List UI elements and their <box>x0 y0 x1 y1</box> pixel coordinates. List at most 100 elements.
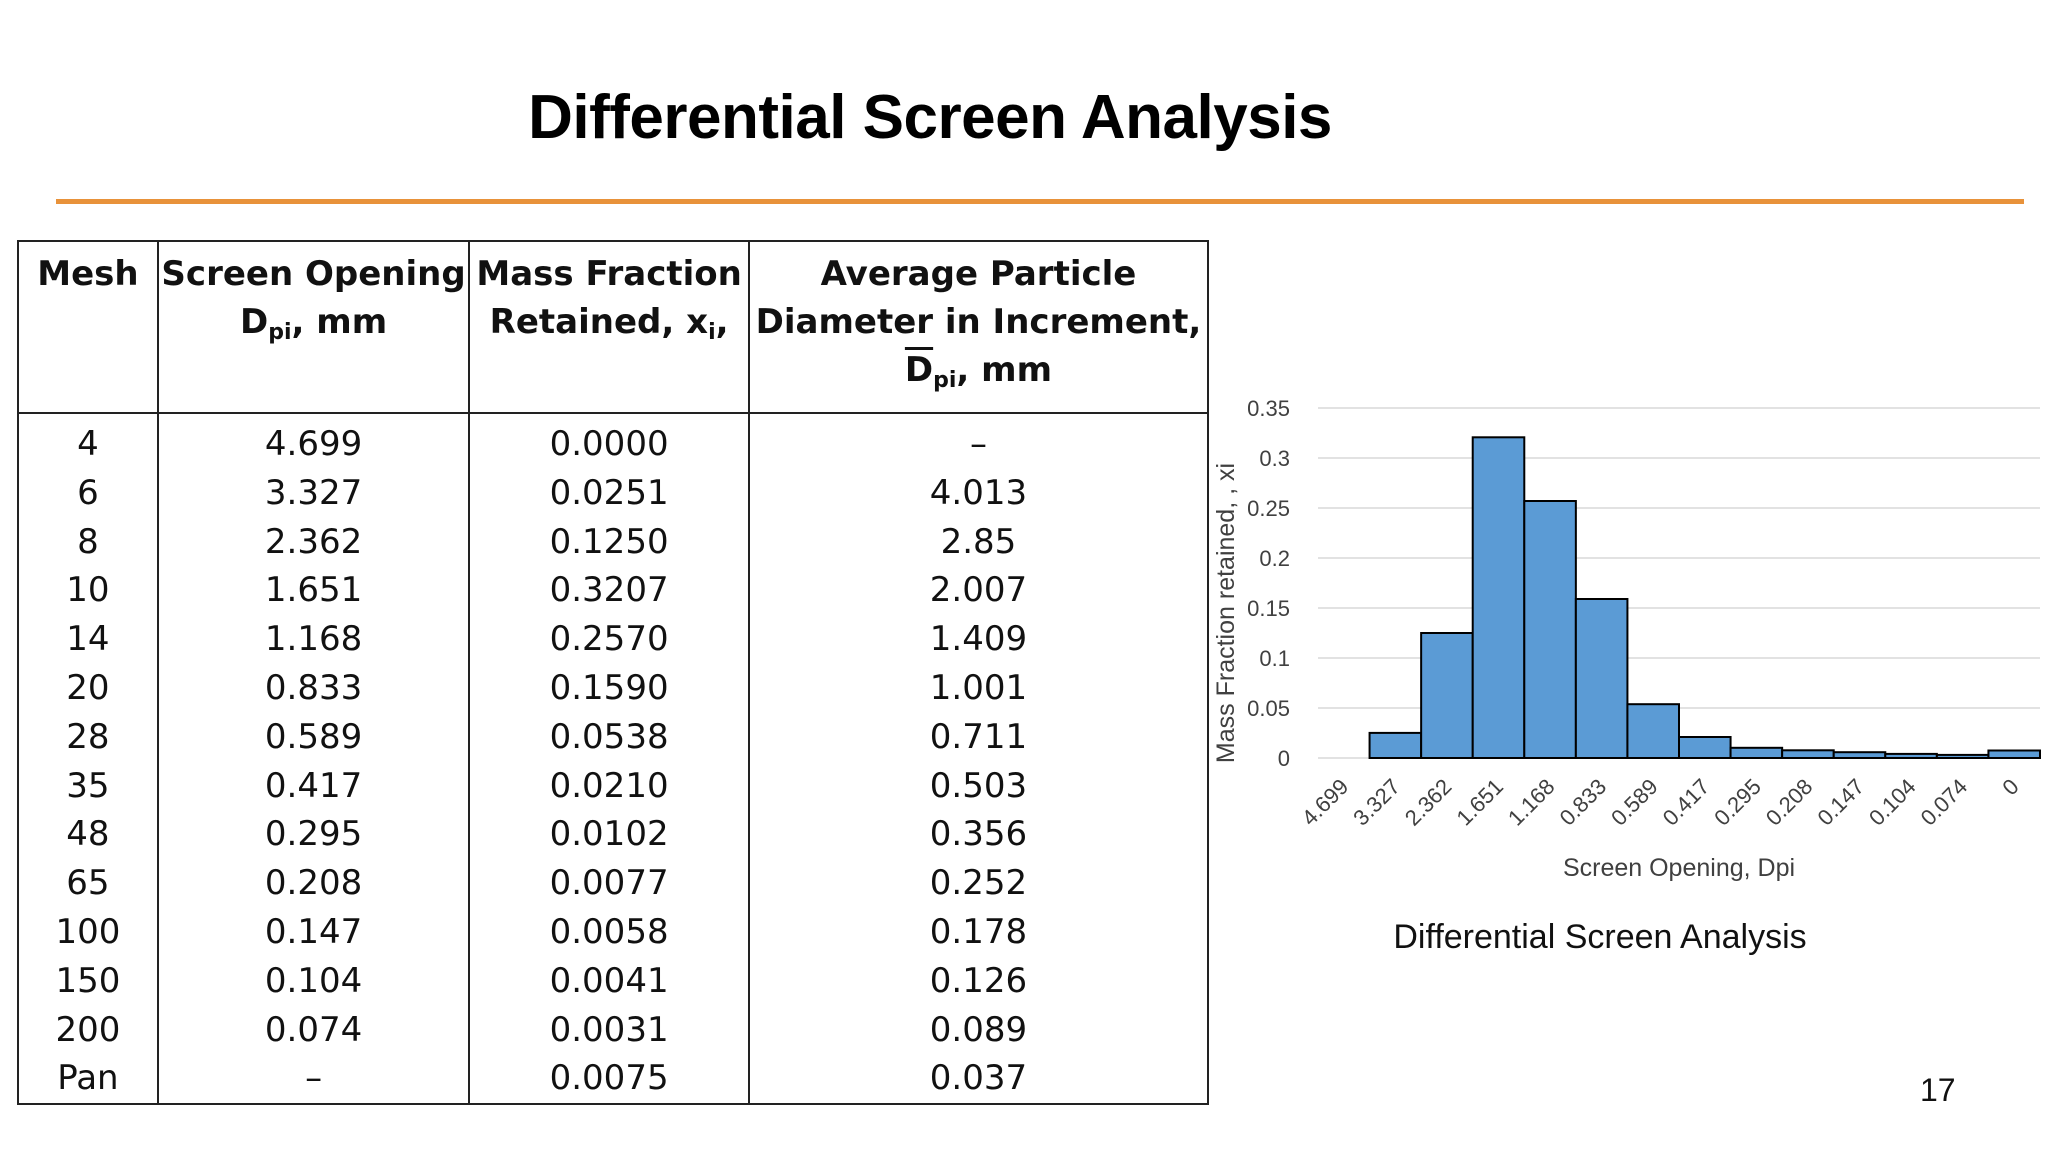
cell-fraction: 0.0210 <box>468 761 750 811</box>
cell-mesh: 48 <box>17 810 159 860</box>
cell-mesh: 65 <box>17 859 159 908</box>
cell-mesh: 28 <box>17 712 159 762</box>
cell-mesh: 8 <box>17 517 159 567</box>
table-row: 14 1.168 0.2570 1.409 <box>17 615 1210 664</box>
header-avg-symbol: D <box>904 350 934 390</box>
cell-opening: 1.651 <box>156 566 471 616</box>
cell-mesh: Pan <box>17 1054 159 1106</box>
histogram-bar <box>1935 753 1990 759</box>
x-tick-label: 0 <box>1997 774 2023 800</box>
cell-opening: 0.074 <box>156 1005 471 1055</box>
cell-opening: 0.833 <box>156 663 471 713</box>
table-row: 65 0.208 0.0077 0.252 <box>17 859 1210 908</box>
cell-opening: 0.589 <box>156 712 471 762</box>
table-row: 20 0.833 0.1590 1.001 <box>17 663 1210 713</box>
cell-fraction: 0.1590 <box>468 663 750 713</box>
histogram-bar <box>1678 736 1732 759</box>
cell-avg: 1.409 <box>747 615 1210 664</box>
histogram-bar <box>1523 500 1577 759</box>
header-fraction-tail: , <box>715 302 729 342</box>
page-number: 17 <box>1920 1072 1956 1108</box>
cell-fraction: 0.0077 <box>468 859 750 908</box>
cell-fraction: 0.0075 <box>468 1054 750 1106</box>
x-tick-label: 1.168 <box>1503 774 1560 831</box>
x-tick-label: 2.362 <box>1400 774 1457 831</box>
y-axis-label: Mass Fraction retained, , xi <box>1212 463 1240 763</box>
header-mesh: Mesh <box>17 240 159 414</box>
cell-opening: 0.147 <box>156 907 471 957</box>
cell-opening: 4.699 <box>156 413 471 469</box>
y-tick-label: 0.15 <box>1247 596 1290 621</box>
cell-avg: 2.007 <box>747 566 1210 616</box>
cell-avg: 2.85 <box>747 517 1210 567</box>
screen-analysis-table: Mesh Screen Opening Dpi, mm Mass Fractio… <box>17 240 1210 1106</box>
chart-caption: Differential Screen Analysis <box>1393 918 1807 956</box>
x-tick-label: 4.699 <box>1297 774 1354 831</box>
cell-opening: 0.417 <box>156 761 471 811</box>
x-tick-label: 0.104 <box>1864 774 1921 831</box>
header-fraction-line1: Mass Fraction <box>476 254 742 294</box>
cell-avg: 0.711 <box>747 712 1210 762</box>
table-row: 4 4.699 0.0000– <box>17 413 1210 469</box>
cell-avg: 4.013 <box>747 468 1210 518</box>
cell-opening: 1.168 <box>156 615 471 664</box>
cell-mesh: 10 <box>17 566 159 616</box>
y-tick-label: 0.1 <box>1259 646 1290 671</box>
cell-fraction: 0.3207 <box>468 566 750 616</box>
histogram-bar <box>1471 436 1526 760</box>
cell-mesh: 20 <box>17 663 159 713</box>
cell-mesh: 150 <box>17 956 159 1006</box>
cell-avg: 0.089 <box>747 1005 1210 1055</box>
cell-fraction: 0.0000 <box>468 413 750 469</box>
cell-mesh: 4 <box>17 413 159 469</box>
x-axis-label: Screen Opening, Dpi <box>1563 854 1795 882</box>
cell-opening: 3.327 <box>156 468 471 518</box>
header-avg-unit: , mm <box>956 350 1053 390</box>
header-avg-sub: pi <box>933 368 957 393</box>
cell-mesh: 14 <box>17 615 159 664</box>
table-row: 35 0.417 0.0210 0.503 <box>17 761 1210 811</box>
histogram-bar <box>1729 746 1784 759</box>
cell-mesh: 100 <box>17 907 159 957</box>
x-tick-label: 0.589 <box>1606 774 1663 831</box>
slide-title: Differential Screen Analysis <box>528 83 1332 152</box>
table-row: 200 0.074 0.0031 0.089 <box>17 1005 1210 1055</box>
cell-opening: 0.208 <box>156 859 471 908</box>
x-tick-label: 0.833 <box>1555 774 1612 831</box>
histogram-bar <box>1987 749 2042 759</box>
header-avg-line2: Diameter in Increment, <box>755 302 1202 342</box>
cell-avg: 0.178 <box>747 907 1210 957</box>
header-mesh-label: Mesh <box>37 254 139 294</box>
cell-opening: 0.104 <box>156 956 471 1006</box>
cell-fraction: 0.0058 <box>468 907 750 957</box>
cell-fraction: 0.0102 <box>468 810 750 860</box>
table-row: 48 0.295 0.0102 0.356 <box>17 810 1210 860</box>
header-fraction-line2: Retained, x <box>489 302 709 342</box>
y-tick-label: 0.05 <box>1247 696 1290 721</box>
table-row: 150 0.104 0.0041 0.126 <box>17 956 1210 1006</box>
table-row: Pan –0.0075 0.037 <box>17 1054 1210 1106</box>
table-row: 100 0.147 0.0058 0.178 <box>17 907 1210 957</box>
x-tick-label: 3.327 <box>1348 774 1405 831</box>
cell-mesh: 200 <box>17 1005 159 1055</box>
cell-opening: 0.295 <box>156 810 471 860</box>
cell-avg: 0.503 <box>747 761 1210 811</box>
header-avg-line1: Average Particle <box>820 254 1137 294</box>
y-tick-label: 0.2 <box>1259 546 1290 571</box>
cell-fraction: 0.0538 <box>468 712 750 762</box>
histogram-bar <box>1420 632 1474 759</box>
cell-mesh: 6 <box>17 468 159 518</box>
cell-fraction: 0.0041 <box>468 956 750 1006</box>
table-row: 6 3.327 0.0251 4.013 <box>17 468 1210 518</box>
cell-avg: 0.037 <box>747 1054 1210 1106</box>
histogram-bar <box>1781 749 1835 759</box>
header-average-diameter: Average Particle Diameter in Increment, … <box>747 240 1210 414</box>
cell-avg: 1.001 <box>747 663 1210 713</box>
x-tick-label: 0.295 <box>1709 774 1766 831</box>
x-tick-label: 0.208 <box>1761 774 1818 831</box>
cell-fraction: 0.1250 <box>468 517 750 567</box>
histogram-bar <box>1832 751 1887 760</box>
cell-avg: 0.356 <box>747 810 1210 860</box>
histogram-bar <box>1626 703 1680 760</box>
cell-avg: 0.126 <box>747 956 1210 1006</box>
